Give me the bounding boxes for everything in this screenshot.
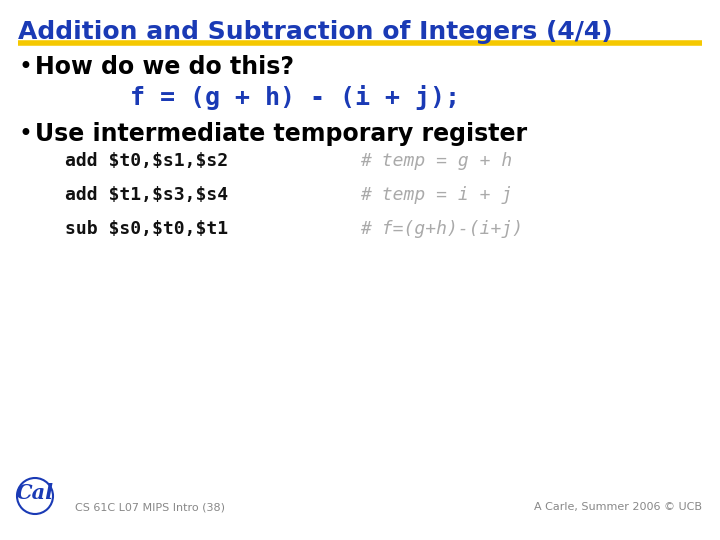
Text: Use intermediate temporary register: Use intermediate temporary register: [35, 122, 527, 146]
Text: f = (g + h) - (i + j);: f = (g + h) - (i + j);: [130, 85, 460, 110]
Text: How do we do this?: How do we do this?: [35, 55, 294, 79]
Text: # temp = g + h: # temp = g + h: [360, 152, 512, 170]
Text: CS 61C L07 MIPS Intro (38): CS 61C L07 MIPS Intro (38): [75, 502, 225, 512]
Text: sub $s0,$t0,$t1: sub $s0,$t0,$t1: [65, 220, 228, 238]
Text: •: •: [18, 55, 32, 79]
Text: A Carle, Summer 2006 © UCB: A Carle, Summer 2006 © UCB: [534, 502, 702, 512]
Text: # f=(g+h)-(i+j): # f=(g+h)-(i+j): [360, 220, 523, 238]
Text: add $t0,$s1,$s2: add $t0,$s1,$s2: [65, 152, 228, 170]
Text: # temp = i + j: # temp = i + j: [360, 186, 512, 204]
Text: Addition and Subtraction of Integers (4/4): Addition and Subtraction of Integers (4/…: [18, 20, 613, 44]
Text: •: •: [18, 122, 32, 146]
Text: Cal: Cal: [16, 483, 54, 503]
Text: add $t1,$s3,$s4: add $t1,$s3,$s4: [65, 186, 228, 204]
